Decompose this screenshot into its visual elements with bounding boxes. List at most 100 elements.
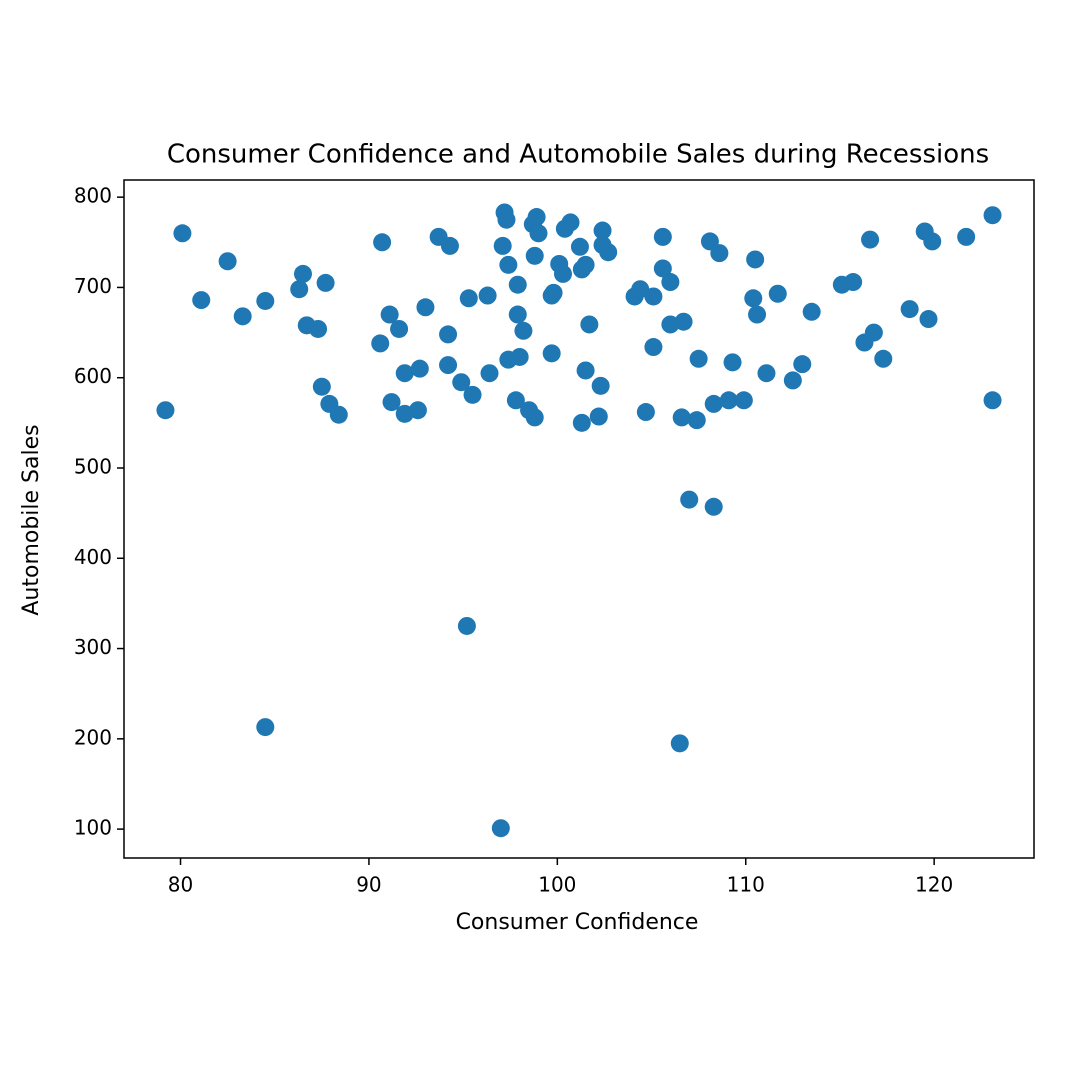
scatter-point [661, 273, 680, 292]
scatter-point [459, 289, 478, 308]
scatter-point [508, 305, 527, 324]
scatter-point [439, 356, 458, 375]
x-tick-label: 90 [356, 873, 381, 897]
y-tick-label: 100 [74, 816, 112, 840]
scatter-point [576, 361, 595, 380]
scatter-point [316, 273, 335, 292]
scatter-point [395, 364, 414, 383]
scatter-point [576, 255, 595, 274]
scatter-point [173, 224, 192, 243]
scatter-point [380, 305, 399, 324]
scatter-point [680, 490, 699, 509]
scatter-point [570, 237, 589, 256]
y-tick-label: 700 [74, 274, 112, 298]
scatter-point [864, 323, 883, 342]
scatter-point [491, 819, 510, 838]
scatter-point [710, 244, 729, 263]
x-tick-label: 80 [168, 873, 193, 897]
scatter-point [373, 233, 392, 252]
scatter-point [218, 252, 237, 271]
scatter-point [653, 259, 672, 278]
scatter-point [704, 394, 723, 413]
scatter-point [631, 280, 650, 299]
chart-title: Consumer Confidence and Automobile Sales… [167, 140, 989, 170]
scatter-point [744, 289, 763, 308]
scatter-point [497, 210, 516, 229]
scatter-point [793, 355, 812, 374]
scatter-point [874, 349, 893, 368]
scatter-point [312, 377, 331, 396]
scatter-point [844, 273, 863, 292]
scatter-point [329, 405, 348, 424]
scatter-point [499, 255, 518, 274]
y-tick-label: 200 [74, 725, 112, 749]
scatter-point [410, 359, 429, 378]
scatter-point [923, 232, 942, 251]
scatter-point [957, 227, 976, 246]
y-tick-label: 800 [74, 184, 112, 208]
scatter-point [544, 283, 563, 302]
scatter-point [371, 334, 390, 353]
x-axis-label: Consumer Confidence [456, 910, 699, 935]
scatter-point [290, 280, 309, 299]
scatter-point [572, 413, 591, 432]
scatter-point [983, 206, 1002, 225]
scatter-point [510, 347, 529, 366]
scatter-point [156, 401, 175, 420]
scatter-point [983, 391, 1002, 410]
scatter-point [746, 250, 765, 269]
scatter-point [757, 364, 776, 383]
scatter-point [919, 310, 938, 329]
scatter-point [390, 319, 409, 338]
scatter-point [593, 221, 612, 240]
y-tick-label: 300 [74, 635, 112, 659]
scatter-point [440, 236, 459, 255]
scatter-point [514, 321, 533, 340]
scatter-point [672, 408, 691, 427]
scatter-point [463, 385, 482, 404]
scatter-point [553, 264, 572, 283]
plot-frame [123, 179, 1035, 859]
scatter-point [527, 208, 546, 227]
scatter-point [233, 307, 252, 326]
scatter-point [480, 364, 499, 383]
scatter-point [452, 373, 471, 392]
scatter-point [644, 287, 663, 306]
scatter-point [506, 391, 525, 410]
scatter-point [529, 224, 548, 243]
scatter-point [900, 300, 919, 319]
scatter-point [723, 353, 742, 372]
scatter-point [439, 325, 458, 344]
scatter-point [382, 393, 401, 412]
scatter-point [589, 407, 608, 426]
scatter-point [599, 243, 618, 262]
scatter-point [457, 616, 476, 635]
scatter-point [653, 227, 672, 246]
scatter-point [704, 497, 723, 516]
scatter-point [508, 275, 527, 294]
y-tick-label: 400 [74, 545, 112, 569]
scatter-point [493, 236, 512, 255]
scatter-point [734, 391, 753, 410]
scatter-point [408, 401, 427, 420]
scatter-point [525, 408, 544, 427]
scatter-point [670, 734, 689, 753]
scatter-point [580, 315, 599, 334]
scatter-point [644, 338, 663, 357]
scatter-point [192, 291, 211, 310]
y-axis-label: Automobile Sales [19, 424, 44, 615]
scatter-point [783, 371, 802, 390]
y-tick-label: 500 [74, 454, 112, 478]
scatter-point [687, 411, 706, 430]
scatter-point [525, 246, 544, 265]
scatter-point [256, 718, 275, 737]
scatter-point [636, 403, 655, 422]
y-tick-label: 600 [74, 364, 112, 388]
scatter-point [256, 291, 275, 310]
scatter-point [719, 391, 738, 410]
x-tick-label: 120 [915, 873, 953, 897]
scatter-point [861, 230, 880, 249]
scatter-point [748, 305, 767, 324]
